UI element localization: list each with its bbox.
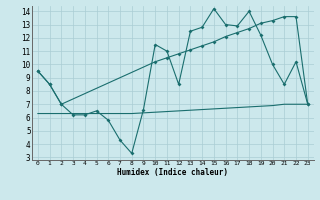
X-axis label: Humidex (Indice chaleur): Humidex (Indice chaleur) bbox=[117, 168, 228, 177]
